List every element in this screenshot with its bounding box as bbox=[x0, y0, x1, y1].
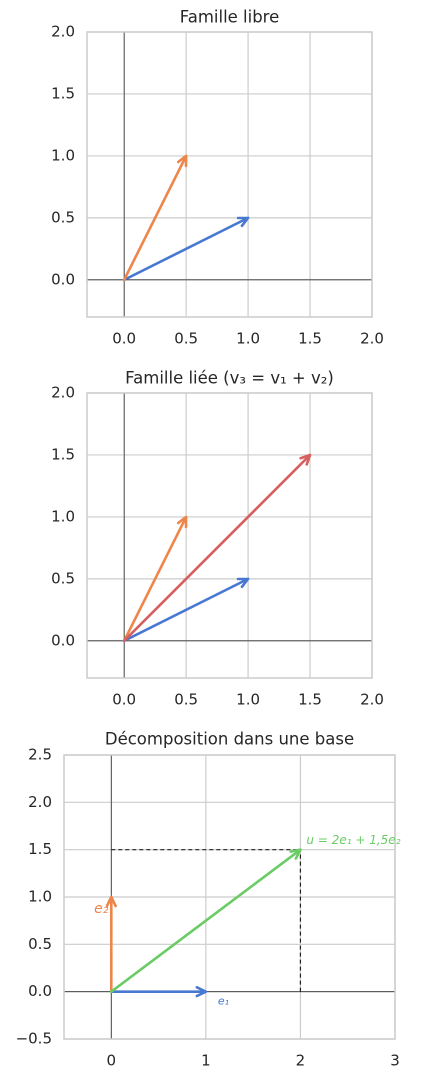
vector-label: u = 2e₁ + 1,5e₂ bbox=[306, 833, 400, 847]
chart-title: Famille liée (v₃ = v₁ + v₂) bbox=[125, 369, 334, 388]
plot-frame bbox=[63, 754, 396, 1040]
vector-arrow bbox=[109, 986, 208, 998]
x-tick-label: 3 bbox=[390, 1052, 400, 1070]
x-tick-label: 2.0 bbox=[360, 691, 384, 709]
x-tick-label: 2.0 bbox=[360, 330, 384, 348]
y-tick-label: 0.5 bbox=[51, 569, 75, 587]
x-tick-label: 0.0 bbox=[112, 330, 136, 348]
vector-label: e₁ bbox=[218, 995, 229, 1008]
y-tick-label: 1.0 bbox=[51, 146, 75, 164]
vector-arrow bbox=[105, 895, 117, 993]
vector-arrow bbox=[122, 453, 312, 643]
vector-arrow bbox=[122, 515, 188, 643]
x-tick-label: 1.0 bbox=[236, 691, 260, 709]
x-tick-label: 0 bbox=[107, 1052, 117, 1070]
y-tick-label: 0.5 bbox=[51, 208, 75, 226]
y-tick-label: 1.0 bbox=[28, 888, 52, 906]
y-tick-label: 2.0 bbox=[28, 793, 52, 811]
plot-frame bbox=[86, 31, 373, 318]
vector-arrow bbox=[109, 848, 302, 993]
y-tick-label: 0.0 bbox=[28, 982, 52, 1000]
y-tick-label: −0.5 bbox=[16, 1030, 52, 1048]
y-tick-label: 0.0 bbox=[51, 631, 75, 649]
x-tick-label: 1 bbox=[201, 1052, 211, 1070]
y-tick-label: 1.5 bbox=[51, 445, 75, 463]
x-tick-label: 0.0 bbox=[112, 691, 136, 709]
x-tick-label: 0.5 bbox=[174, 691, 198, 709]
y-tick-label: 0.0 bbox=[51, 270, 75, 288]
vector-arrow bbox=[122, 216, 250, 282]
x-tick-label: 1.5 bbox=[298, 691, 322, 709]
y-tick-label: 1.5 bbox=[28, 840, 52, 858]
y-tick-label: 0.5 bbox=[28, 935, 52, 953]
x-tick-label: 1.5 bbox=[298, 330, 322, 348]
y-tick-label: 2.0 bbox=[51, 23, 75, 41]
y-tick-label: 1.0 bbox=[51, 507, 75, 525]
vector-arrow bbox=[122, 154, 188, 282]
panel: Famille liée (v₃ = v₁ + v₂) 0.0 0.5 1.0 1.5 2… bbox=[51, 369, 384, 709]
y-tick-label: 2.0 bbox=[51, 384, 75, 402]
x-tick-label: 0.5 bbox=[174, 330, 198, 348]
panel: Décomposition dans une base 0 1 2 3 −0.5 0.0 0.… bbox=[16, 730, 401, 1070]
y-tick-label: 1.5 bbox=[51, 84, 75, 102]
vector-arrow bbox=[122, 577, 250, 643]
panel: Famille libre 0.0 0.5 1.0 1.5 2.0 0.0 0.5 1.0 1.5… bbox=[51, 8, 384, 348]
y-tick-label: 2.5 bbox=[28, 746, 52, 764]
chart-title: Décomposition dans une base bbox=[105, 730, 354, 749]
plot-frame bbox=[86, 392, 373, 679]
vector-label: e₂ bbox=[94, 901, 109, 917]
x-tick-label: 1.0 bbox=[236, 330, 260, 348]
x-tick-label: 2 bbox=[296, 1052, 306, 1070]
chart-title: Famille libre bbox=[180, 8, 280, 27]
